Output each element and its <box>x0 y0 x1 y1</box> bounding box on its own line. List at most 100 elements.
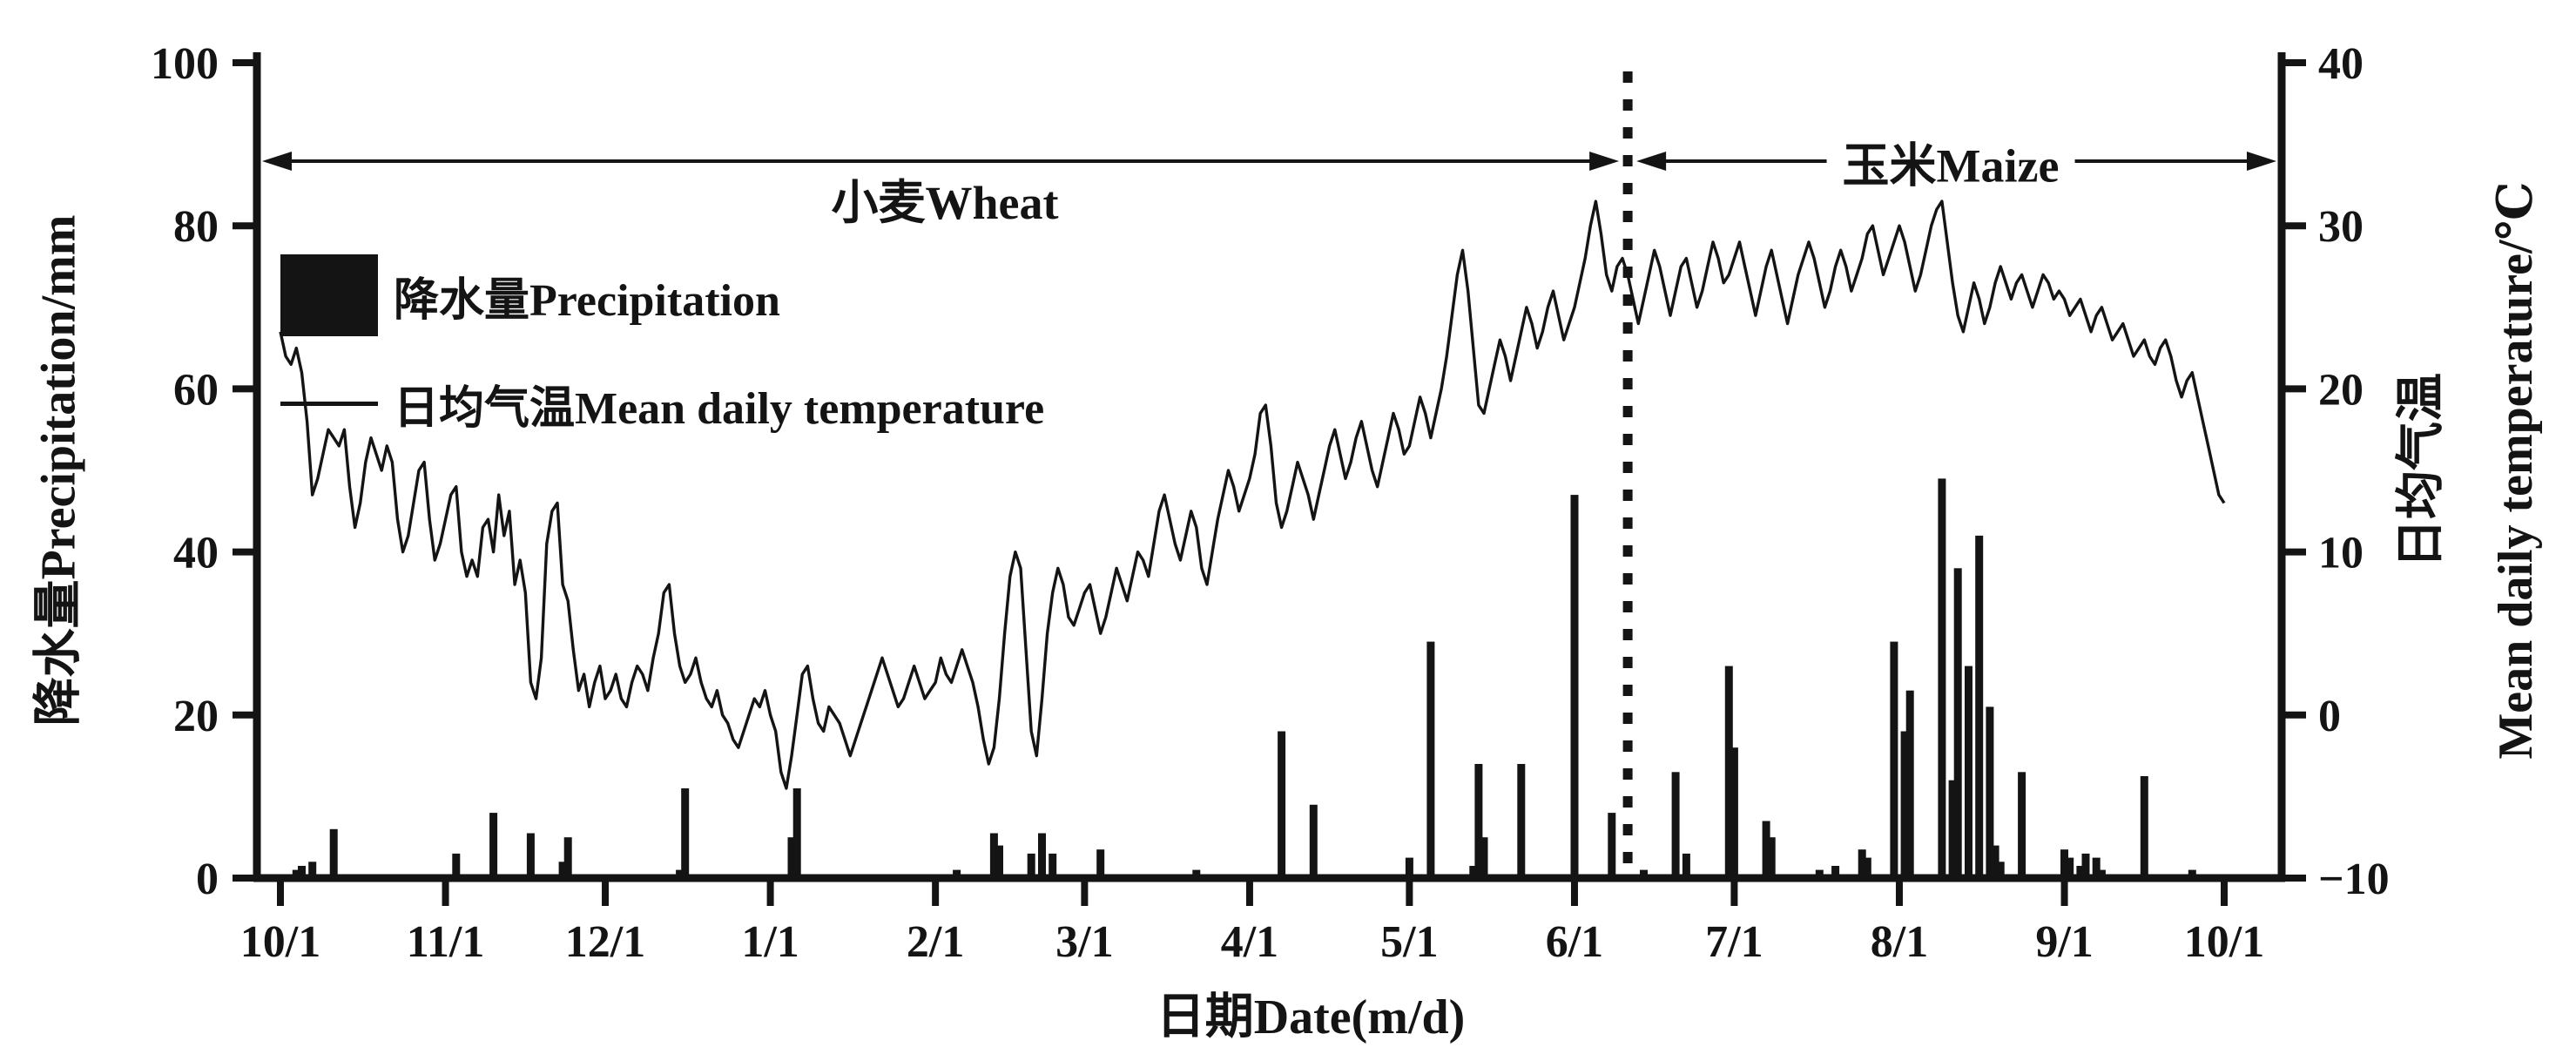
right-axis-tick-label: 20 <box>2318 365 2364 415</box>
x-axis-tick-label: 10/1 <box>240 917 320 967</box>
precipitation-bar <box>1767 837 1776 878</box>
precipitation-bar <box>1517 764 1526 878</box>
precipitation-bar <box>1469 866 1478 878</box>
x-axis-tick-label: 1/1 <box>741 917 799 967</box>
right-axis-tick-label: 40 <box>2318 39 2364 89</box>
x-axis-tick-label: 4/1 <box>1221 917 1278 967</box>
precipitation-bar <box>2076 866 2085 878</box>
left-axis-tick-label: 60 <box>173 365 219 415</box>
precipitation-bar <box>558 862 567 878</box>
precipitation-bar <box>1426 641 1435 878</box>
right-axis-tick-label: −10 <box>2318 855 2390 904</box>
precipitation-bar <box>1863 857 1871 878</box>
legend-precipitation-label: 降水量Precipitation <box>394 275 780 326</box>
precipitation-bar <box>526 833 535 878</box>
precipitation-bar-swatch <box>280 254 378 336</box>
precipitation-bar <box>1986 706 1994 878</box>
precipitation-bar <box>1730 747 1738 878</box>
precipitation-bar <box>2081 853 2090 878</box>
wheat-period-arrow-right-arrowhead <box>1589 152 1620 171</box>
precipitation-bar <box>308 862 317 878</box>
precipitation-bar <box>1724 666 1733 878</box>
precipitation-bar <box>1905 690 1914 878</box>
precipitation-bar <box>1948 780 1957 878</box>
precipitation-bar <box>1192 869 1201 878</box>
precipitation-bar <box>298 866 306 878</box>
legend-item-precipitation: 降水量Precipitation <box>280 254 1044 336</box>
x-axis-tick-label: 10/1 <box>2184 917 2264 967</box>
wheat-period-arrow-left-arrowhead <box>262 152 292 171</box>
precipitation-bar <box>1858 849 1866 878</box>
x-axis-title: 日期Date(m/d) <box>1156 990 1466 1044</box>
left-axis-tick-label: 40 <box>173 529 219 578</box>
precipitation-bar <box>995 845 1003 878</box>
precipitation-bar <box>1953 568 1962 878</box>
legend-item-temperature: 日均气温Mean daily temperature <box>280 371 1044 436</box>
precipitation-bar <box>1815 869 1824 878</box>
x-axis-tick-label: 6/1 <box>1546 917 1603 967</box>
precipitation-bar <box>329 828 338 878</box>
x-axis-tick-label: 3/1 <box>1055 917 1113 967</box>
precipitation-bar <box>1608 813 1616 878</box>
precipitation-bar <box>489 813 498 878</box>
precipitation-bar <box>1570 495 1579 878</box>
precipitation-bar <box>1991 845 1999 878</box>
left-axis-tick-label: 0 <box>196 855 219 904</box>
precipitation-bar <box>953 869 961 878</box>
x-axis-tick-label: 2/1 <box>907 917 964 967</box>
precipitation-bar <box>989 833 998 878</box>
precipitation-bar <box>292 869 300 878</box>
precipitation-bar <box>1671 772 1680 878</box>
x-axis-tick-label: 11/1 <box>407 917 485 967</box>
maize-period-arrow-right-arrowhead <box>2247 152 2276 171</box>
precipitation-bar <box>1027 853 1035 878</box>
maize-period-label: 玉米Maize <box>1826 126 2075 196</box>
precipitation-bar <box>563 837 572 878</box>
precipitation-bar <box>792 788 801 878</box>
right-axis-title-cn: 日均气温 <box>2394 373 2449 568</box>
temperature-line <box>279 199 2226 790</box>
precipitation-bar <box>1682 853 1690 878</box>
precipitation-bar <box>1831 866 1840 878</box>
right-axis-tick-label: 30 <box>2318 202 2364 252</box>
left-axis-title: 降水量Precipitation/mm <box>31 214 86 726</box>
precipitation-bar <box>2188 869 2196 878</box>
precipitation-bar <box>676 869 684 878</box>
precipitation-bar <box>1096 849 1105 878</box>
right-axis-tick-label: 10 <box>2318 529 2364 578</box>
precipitation-bar <box>1474 764 1483 878</box>
precipitation-bar <box>2140 776 2148 878</box>
precipitation-bar <box>1965 666 1972 878</box>
precipitation-bar <box>1996 862 2005 878</box>
precipitation-bar <box>1278 731 1286 878</box>
legend: 降水量Precipitation 日均气温Mean daily temperat… <box>280 254 1044 436</box>
precipitation-bar <box>1480 837 1488 878</box>
precipitation-bar <box>2097 869 2106 878</box>
precipitation-bar <box>1405 857 1413 878</box>
precipitation-bar <box>787 837 796 878</box>
precipitation-bar <box>1640 869 1648 878</box>
left-axis-tick-label: 20 <box>173 692 219 741</box>
precipitation-bar <box>1049 853 1057 878</box>
precipitation-bar <box>1762 821 1770 878</box>
precipitation-bar <box>681 788 690 878</box>
left-axis-tick-label: 100 <box>151 39 219 89</box>
right-axis-title-en: Mean daily temperature/℃ <box>2489 181 2543 760</box>
x-axis-tick-label: 5/1 <box>1380 917 1438 967</box>
precipitation-bar <box>1309 804 1318 878</box>
precipitation-bar <box>2092 857 2101 878</box>
left-axis-tick-label: 80 <box>173 202 219 252</box>
precipitation-bar <box>1890 641 1898 878</box>
x-axis-tick-label: 8/1 <box>1871 917 1928 967</box>
precipitation-bar <box>1938 478 1946 878</box>
temperature-line-swatch <box>280 402 378 406</box>
x-axis-tick-label: 9/1 <box>2035 917 2093 967</box>
precipitation-bar <box>2060 849 2068 878</box>
right-axis-tick-label: 0 <box>2318 692 2341 741</box>
precipitation-bar <box>1900 731 1909 878</box>
x-axis-tick-label: 12/1 <box>565 917 645 967</box>
wheat-period-label: 小麦Wheat <box>831 177 1059 229</box>
